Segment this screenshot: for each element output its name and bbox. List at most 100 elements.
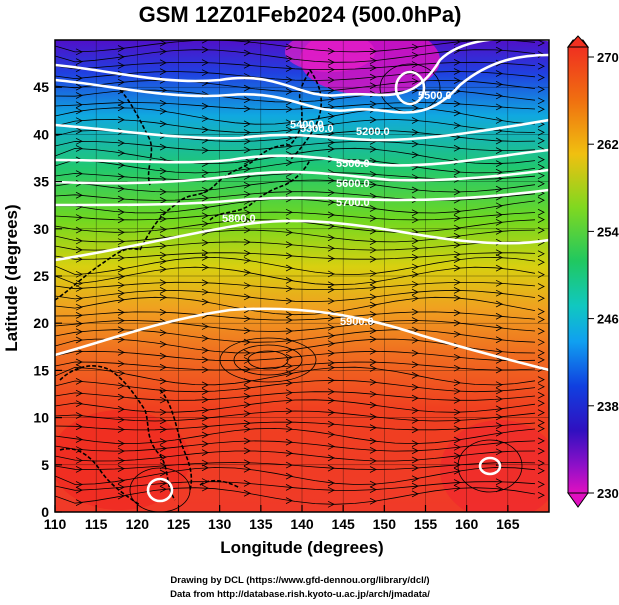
wind-arrow (453, 309, 461, 317)
wind-arrow (117, 393, 125, 401)
wind-arrow (369, 358, 377, 366)
wind-arrow (537, 383, 545, 391)
wind-arrow (159, 40, 167, 47)
wind-arrow (75, 101, 83, 109)
wind-arrow (453, 241, 461, 249)
wind-arrow (327, 47, 335, 55)
wind-arrow (201, 347, 209, 354)
y-axis: 0 5 10 15 20 25 30 35 40 45 (33, 79, 62, 520)
wind-arrow (117, 185, 125, 193)
wind-arrow (243, 84, 251, 92)
x-axis-title: Longitude (degrees) (220, 538, 384, 557)
wind-arrow (75, 74, 83, 82)
wind-arrow (495, 59, 503, 67)
wind-arrow (495, 202, 503, 210)
wind-arrow (243, 96, 251, 104)
wind-arrow (453, 364, 461, 372)
wind-arrow (369, 497, 377, 505)
wind-arrow (159, 279, 167, 286)
wind-arrow (495, 46, 503, 54)
wind-arrow (75, 294, 83, 302)
wind-arrow (285, 327, 293, 335)
wind-arrow (453, 214, 461, 222)
wind-arrow (201, 194, 209, 202)
wind-arrow (453, 122, 461, 129)
wind-arrow (495, 117, 503, 124)
x-tick-label: 115 (85, 516, 108, 532)
wind-arrow (495, 279, 503, 287)
wind-arrow (201, 254, 209, 261)
wind-arrow (369, 73, 377, 81)
wind-arrow (201, 396, 209, 404)
wind-arrow (117, 492, 125, 500)
wind-arrow (75, 58, 83, 65)
streamline (55, 421, 536, 431)
wind-arrow (75, 446, 83, 453)
wind-arrow (159, 287, 167, 294)
wind-arrow (75, 92, 83, 99)
wind-arrow (327, 359, 335, 367)
wind-arrow (537, 294, 545, 302)
wind-arrow (75, 400, 83, 407)
wind-arrow (75, 117, 83, 125)
wind-arrow (537, 40, 545, 47)
wind-arrow (369, 335, 377, 343)
streamline (55, 229, 536, 243)
wind-arrow (159, 408, 167, 416)
wind-arrow (285, 407, 293, 415)
wind-arrow (201, 298, 209, 306)
wind-arrow (75, 214, 83, 221)
wind-arrow (453, 250, 461, 258)
wind-arrow (495, 80, 503, 88)
wind-arrow (159, 68, 167, 75)
wind-arrow (75, 48, 83, 56)
wind-arrow (495, 185, 503, 193)
wind-arrow (327, 139, 335, 146)
wind-arrow (369, 215, 377, 222)
wind-arrow (75, 412, 83, 419)
streamline (55, 391, 536, 401)
wind-arrow (243, 293, 251, 301)
wind-arrow (201, 212, 209, 220)
wind-arrow (159, 120, 167, 128)
wind-arrow (537, 85, 545, 93)
wind-arrow (201, 459, 209, 467)
wind-arrow (243, 146, 251, 154)
wind-arrow (243, 357, 251, 364)
wind-arrow (75, 107, 83, 115)
wind-arrow (117, 265, 125, 273)
wind-arrow (117, 326, 125, 334)
wind-arrow (495, 92, 503, 100)
wind-arrow (411, 245, 419, 252)
wind-arrow (369, 278, 377, 286)
wind-arrow (159, 99, 167, 107)
wind-arrow (243, 327, 251, 335)
wind-arrow (75, 466, 83, 473)
streamline (55, 191, 536, 201)
wind-arrow (411, 482, 419, 490)
wind-arrow (159, 308, 167, 316)
x-tick-label: 145 (331, 516, 355, 532)
circulation-streamline (457, 439, 523, 493)
wind-arrow (159, 188, 167, 196)
x-tick-label: 150 (373, 516, 397, 532)
wind-arrow (201, 423, 209, 430)
wind-arrow (285, 105, 293, 113)
wind-arrow (117, 447, 125, 455)
wind-arrow (495, 160, 503, 167)
wind-arrow (243, 165, 251, 173)
wind-arrow (243, 226, 251, 234)
wind-arrow (327, 177, 335, 184)
colorbar-tick-label: 270 (597, 50, 619, 65)
wind-arrow (243, 209, 251, 217)
wind-arrow (369, 327, 377, 335)
wind-arrow (411, 383, 419, 391)
wind-arrow (537, 349, 545, 357)
wind-arrow (327, 340, 335, 348)
wind-arrow (369, 365, 377, 372)
wind-arrow (369, 205, 377, 212)
wind-arrow (411, 237, 419, 245)
contour-label: 5700.0 (336, 197, 370, 209)
streamline (55, 102, 536, 110)
wind-arrow (411, 43, 419, 51)
